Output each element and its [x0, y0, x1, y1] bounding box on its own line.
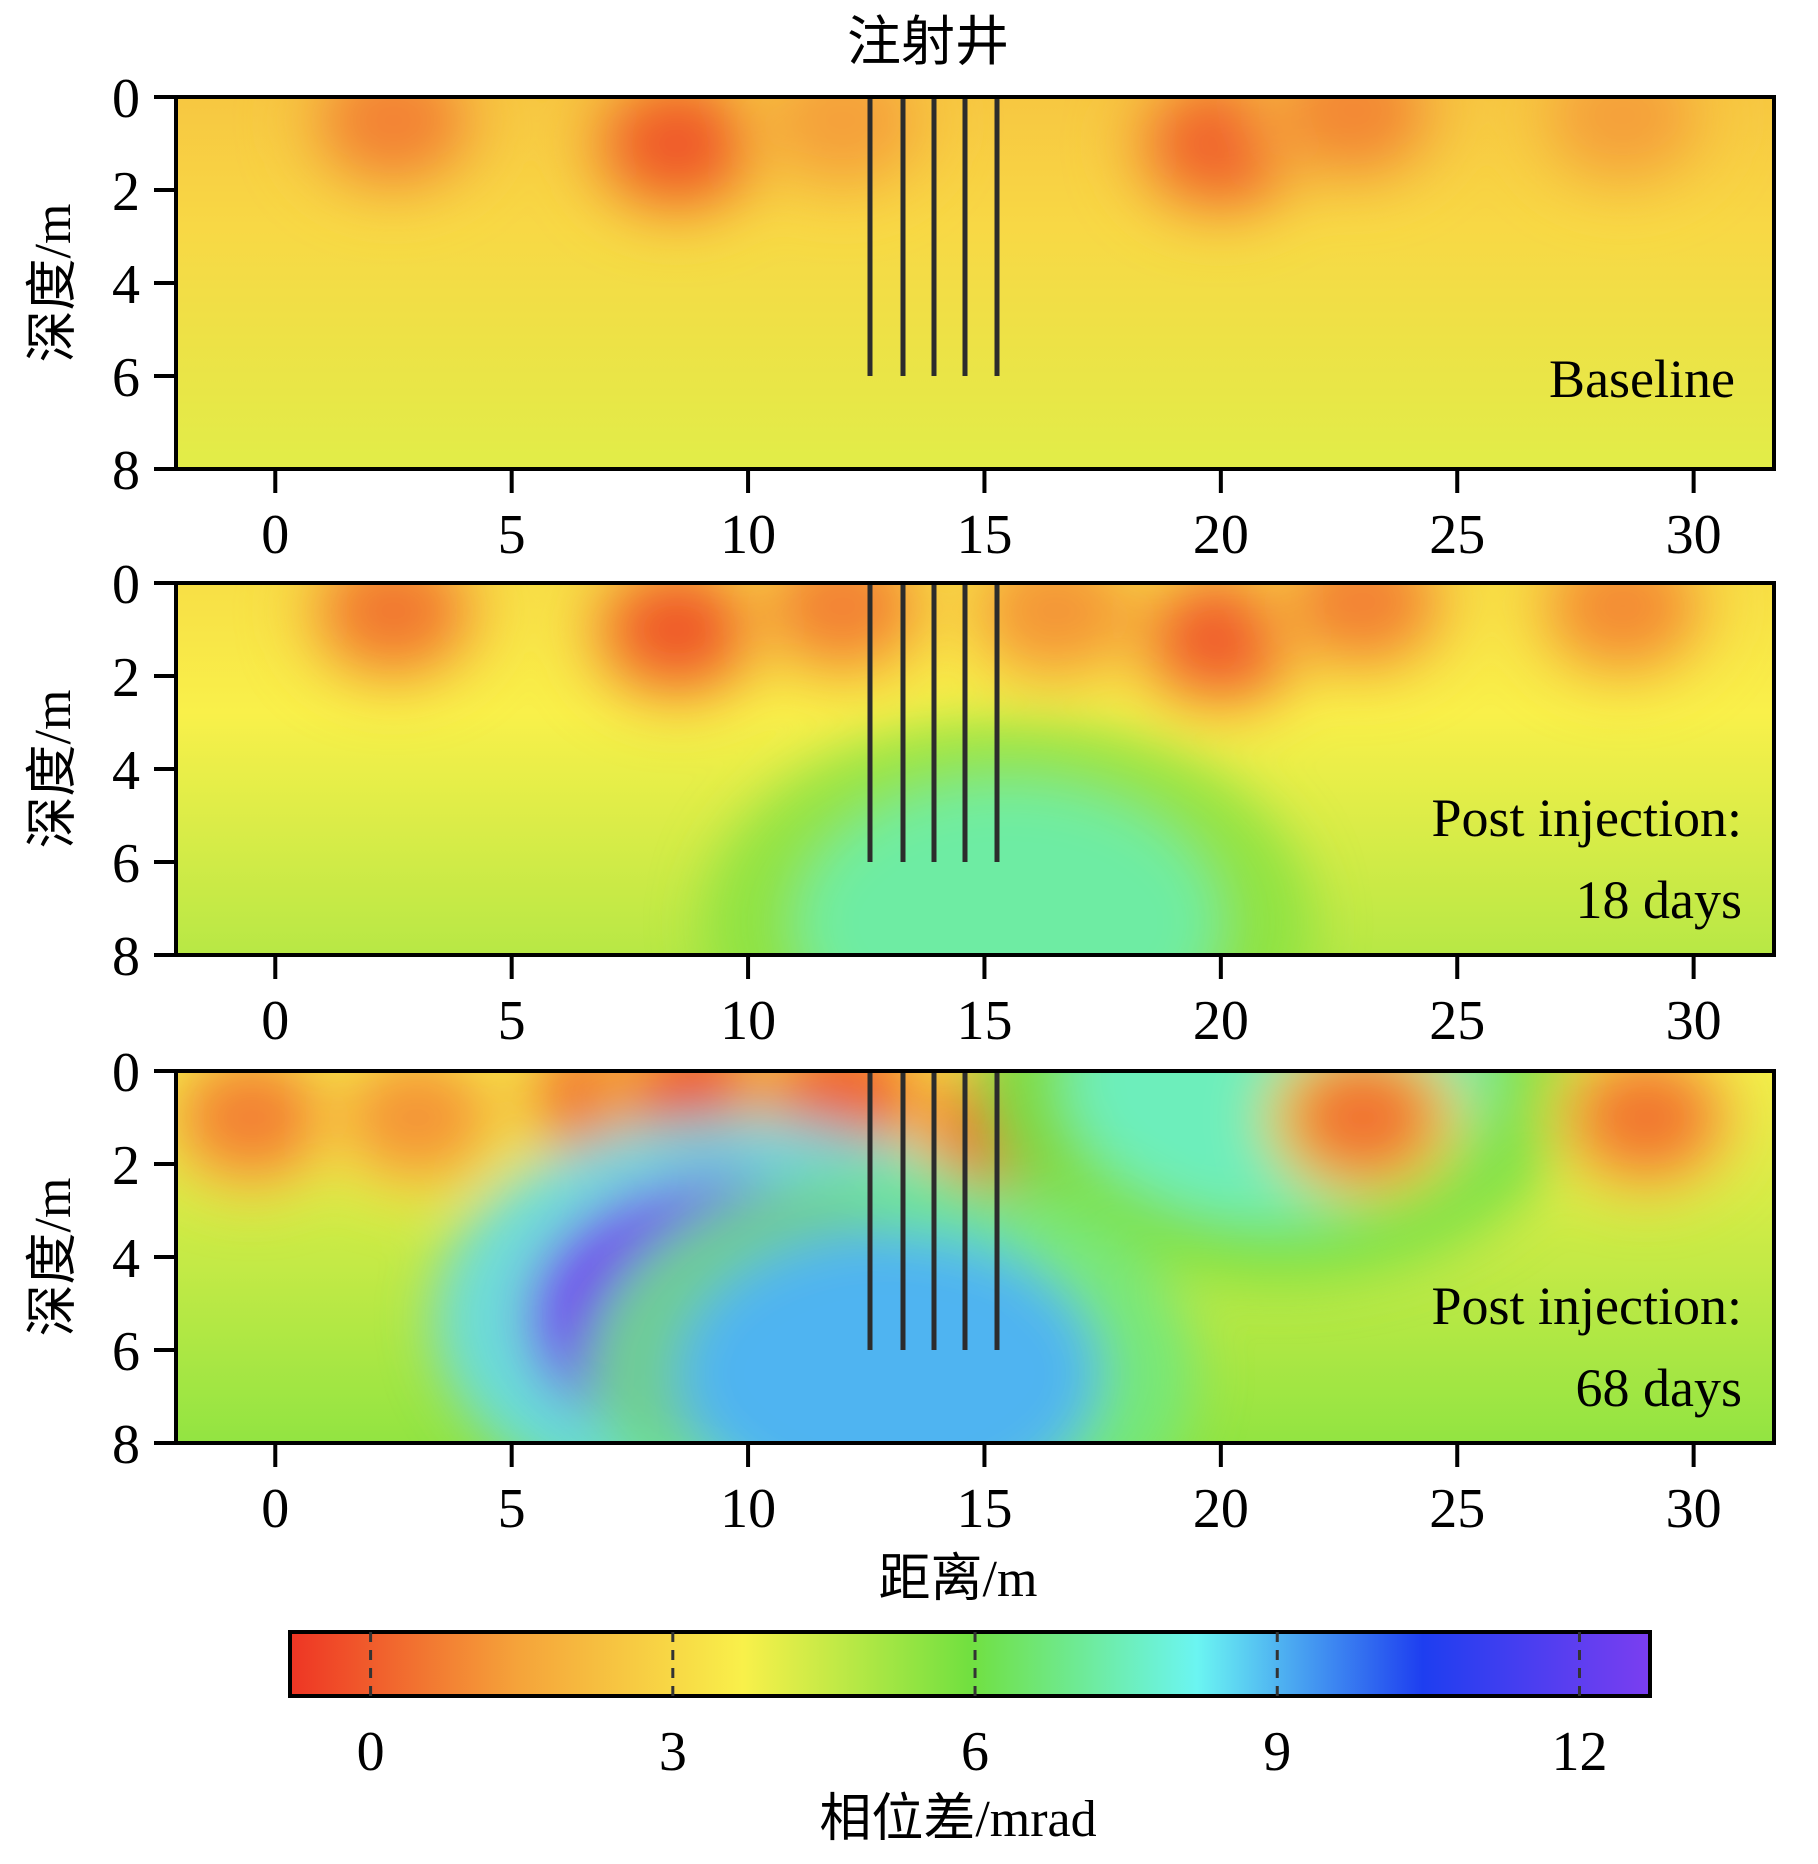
anomaly-core	[772, 583, 913, 665]
heatmap-field	[176, 1071, 1774, 1443]
x-tick-label: 25	[1429, 1478, 1485, 1540]
injection-wells	[867, 583, 1000, 862]
x-tick-label: 30	[1666, 504, 1722, 566]
anomaly-core	[607, 583, 748, 688]
x-tick-label: 25	[1429, 504, 1485, 566]
anomaly-core	[1292, 1071, 1433, 1176]
y-tick-label: 8	[112, 1414, 140, 1476]
anomaly-core	[1292, 583, 1433, 660]
y-axis-label: 深度/m	[25, 1178, 82, 1337]
x-tick-label: 5	[498, 504, 526, 566]
anomaly-core	[1150, 583, 1291, 697]
x-tick-label: 5	[498, 1478, 526, 1540]
x-tick-label: 30	[1666, 1478, 1722, 1540]
anomaly-core	[1283, 97, 1424, 169]
colorbar-gradient	[290, 1632, 1650, 1696]
panel-post-18-days: 0 2 4 6 8 深度/m 0 5 10 15 20 25 30 Post injection: 18 d…	[25, 554, 1776, 1052]
x-tick-label: 10	[720, 504, 776, 566]
y-tick-label: 8	[112, 440, 140, 502]
y-tick-label: 4	[112, 1228, 140, 1290]
colorbar-tick-label: 12	[1551, 1721, 1607, 1783]
colorbar-tick-label: 6	[961, 1721, 989, 1783]
panel-label: 18 days	[1576, 870, 1742, 930]
anomaly-core	[772, 97, 913, 179]
anomaly-core	[323, 97, 464, 179]
x-tick-label: 20	[1193, 504, 1249, 566]
injection-wells	[867, 97, 1000, 376]
y-tick-label: 4	[112, 740, 140, 802]
x-tick-label: 20	[1193, 990, 1249, 1052]
panel-label: 68 days	[1576, 1358, 1742, 1418]
anomaly-core	[1552, 583, 1693, 665]
y-tick-label: 0	[112, 554, 140, 616]
x-axis-label: 距离/m	[879, 1551, 1038, 1608]
x-tick-label: 0	[261, 1478, 289, 1540]
y-tick-label: 8	[112, 926, 140, 988]
panel-post-68-days: 0 2 4 6 8 深度/m 0 5 10 15 20 25 30 Post injection: 68 d…	[25, 1042, 1776, 1540]
colorbar-tick-label: 3	[659, 1721, 687, 1783]
x-tick-label: 10	[720, 1478, 776, 1540]
colorbar: 0 3 6 9 12	[288, 1630, 1652, 1783]
y-tick-label: 0	[112, 68, 140, 130]
x-tick-label: 15	[956, 504, 1012, 566]
colorbar-tick-label: 9	[1263, 1721, 1291, 1783]
y-axis-label: 深度/m	[25, 204, 82, 363]
x-tick-label: 30	[1666, 990, 1722, 1052]
anomaly-core	[181, 1071, 322, 1176]
injection-wells	[867, 1071, 1000, 1350]
colorbar-label: 相位差/mrad	[819, 1791, 1096, 1848]
x-tick-label: 0	[261, 504, 289, 566]
y-tick-label: 6	[112, 833, 140, 895]
x-tick-label: 20	[1193, 1478, 1249, 1540]
panel-label: Post injection:	[1432, 788, 1743, 848]
heatmap-field	[176, 97, 1774, 469]
y-tick-label: 2	[112, 1135, 140, 1197]
colorbar-frame	[288, 1630, 1652, 1698]
x-tick-label: 10	[720, 990, 776, 1052]
anomaly-core	[679, 1233, 1100, 1443]
y-tick-label: 2	[112, 161, 140, 223]
anomaly-core	[985, 583, 1126, 669]
x-tick-label: 0	[261, 990, 289, 1052]
anomaly-core	[347, 1071, 488, 1176]
anomaly-core	[1576, 1071, 1717, 1176]
anomaly-core	[1552, 97, 1693, 174]
x-tick-label: 25	[1429, 990, 1485, 1052]
panel-label: Post injection:	[1432, 1276, 1743, 1336]
colorbar-tick-label: 0	[357, 1721, 385, 1783]
x-tick-label: 15	[956, 1478, 1012, 1540]
y-tick-label: 2	[112, 647, 140, 709]
y-tick-label: 4	[112, 254, 140, 316]
injection-well-label: 注射井	[847, 12, 1009, 72]
y-tick-label: 6	[112, 347, 140, 409]
panel-baseline: 0 2 4 6 8 深度/m 0 5 10 15 20 25 30 Baseline	[25, 68, 1776, 566]
heatmap-field	[176, 583, 1774, 955]
anomaly-core	[323, 583, 464, 669]
panel-label: Baseline	[1549, 349, 1735, 409]
y-tick-label: 6	[112, 1321, 140, 1383]
x-tick-label: 5	[498, 990, 526, 1052]
anomaly-core	[607, 97, 748, 202]
y-tick-label: 0	[112, 1042, 140, 1104]
y-axis-label: 深度/m	[25, 690, 82, 849]
x-tick-label: 15	[956, 990, 1012, 1052]
